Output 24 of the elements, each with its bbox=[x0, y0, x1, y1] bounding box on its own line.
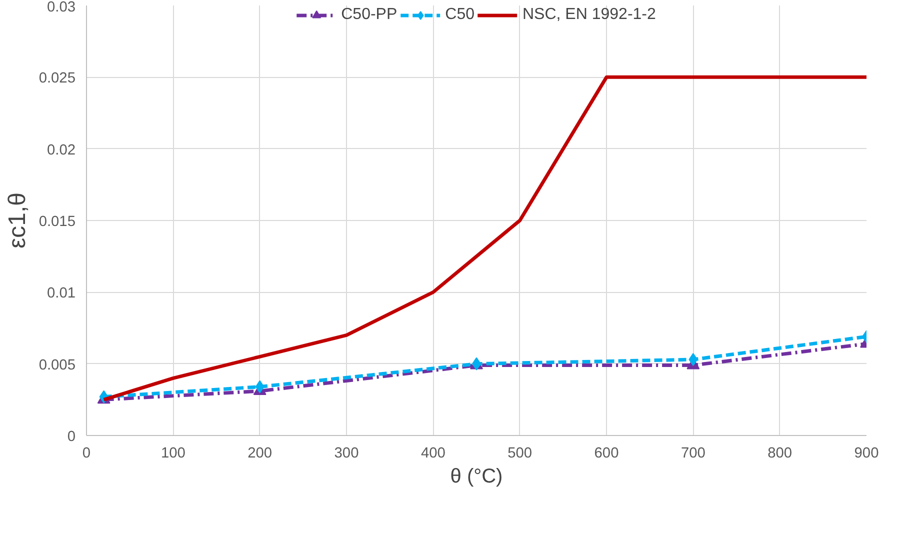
y-tick-label: 0.02 bbox=[46, 142, 76, 158]
x-tick-label: 900 bbox=[854, 446, 879, 462]
x-tick-label: 500 bbox=[508, 446, 532, 462]
legend-label: C50-PP bbox=[341, 6, 398, 24]
x-tick-label: 100 bbox=[160, 446, 186, 462]
x-tick-label: 800 bbox=[768, 446, 792, 462]
y-tick-label: 0 bbox=[67, 429, 76, 445]
point bbox=[255, 380, 264, 394]
y-tick-label: 0.005 bbox=[38, 357, 76, 374]
y-tick-label: 0.01 bbox=[46, 286, 76, 302]
x-tick-label: 600 bbox=[594, 446, 619, 462]
x-tick-label: 300 bbox=[334, 446, 359, 462]
x-tick-label: 200 bbox=[248, 446, 272, 462]
x-tick-label: 700 bbox=[680, 446, 706, 462]
y-tick-label: 0.03 bbox=[46, 0, 76, 16]
y-tick-label: 0.015 bbox=[38, 214, 76, 230]
legend-label: C50 bbox=[445, 6, 474, 24]
x-axis-title: θ (°C) bbox=[450, 466, 503, 488]
point bbox=[688, 353, 698, 366]
legend-label: NSC, EN 1992-1-2 bbox=[522, 6, 656, 24]
y-axis-title: εc1,θ bbox=[4, 192, 31, 249]
x-tick-label: 400 bbox=[420, 446, 446, 462]
y-tick-label: 0.025 bbox=[38, 70, 76, 87]
x-tick-label: 0 bbox=[82, 446, 91, 462]
